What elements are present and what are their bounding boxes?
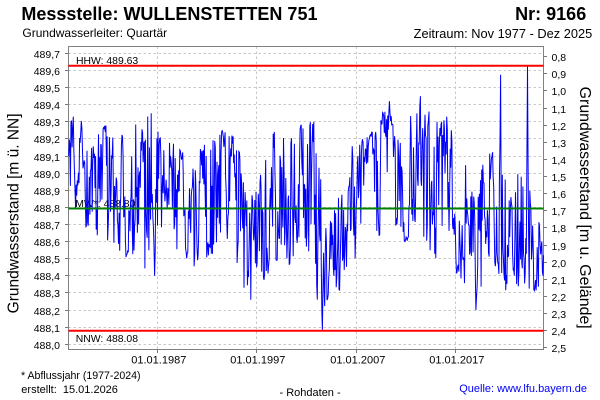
svg-text:2,0: 2,0 (552, 258, 567, 270)
svg-text:1,5: 1,5 (552, 172, 567, 184)
svg-text:488,9: 488,9 (34, 186, 60, 198)
svg-text:MW*: 488.80: MW*: 488.80 (75, 199, 135, 210)
svg-text:2,5: 2,5 (552, 343, 567, 355)
svg-text:1,7: 1,7 (552, 206, 567, 218)
svg-text:Grundwasserstand [m ü. NN]: Grundwasserstand [m ü. NN] (5, 113, 22, 313)
svg-text:488,1: 488,1 (34, 323, 60, 335)
svg-text:1,4: 1,4 (552, 155, 567, 167)
svg-text:489,3: 489,3 (34, 117, 60, 129)
svg-text:HHW: 489.63: HHW: 489.63 (76, 56, 138, 67)
svg-text:488,6: 488,6 (34, 237, 60, 249)
svg-text:1,1: 1,1 (552, 104, 567, 116)
svg-text:2,2: 2,2 (552, 292, 567, 304)
svg-text:NNW: 488.08: NNW: 488.08 (76, 334, 138, 345)
svg-text:488,3: 488,3 (34, 288, 60, 300)
svg-text:489,0: 489,0 (34, 169, 60, 181)
svg-text:489,2: 489,2 (34, 134, 60, 146)
svg-text:1,0: 1,0 (552, 86, 567, 98)
svg-text:489,4: 489,4 (34, 100, 60, 112)
svg-text:1,8: 1,8 (552, 223, 567, 235)
svg-text:1,3: 1,3 (552, 138, 567, 150)
svg-text:1,6: 1,6 (552, 189, 567, 201)
svg-text:488,4: 488,4 (34, 271, 60, 283)
svg-text:01.01.1997: 01.01.1997 (230, 354, 285, 366)
svg-text:488,5: 488,5 (34, 254, 60, 266)
svg-text:488,0: 488,0 (34, 340, 60, 352)
svg-text:1,2: 1,2 (552, 121, 567, 133)
svg-text:489,5: 489,5 (34, 83, 60, 95)
svg-text:489,7: 489,7 (34, 49, 60, 61)
svg-text:0,8: 0,8 (552, 52, 567, 64)
svg-text:01.01.2007: 01.01.2007 (330, 354, 385, 366)
svg-text:01.01.1987: 01.01.1987 (131, 354, 186, 366)
svg-text:01.01.2017: 01.01.2017 (429, 354, 484, 366)
svg-text:2,1: 2,1 (552, 275, 567, 287)
svg-text:1,9: 1,9 (552, 241, 567, 253)
svg-text:488,7: 488,7 (34, 220, 60, 232)
svg-text:488,2: 488,2 (34, 306, 60, 318)
svg-text:488,8: 488,8 (34, 203, 60, 215)
svg-text:489,1: 489,1 (34, 152, 60, 164)
svg-text:489,6: 489,6 (34, 66, 60, 78)
svg-text:2,3: 2,3 (552, 309, 567, 321)
svg-text:2,4: 2,4 (552, 326, 567, 338)
svg-text:Grundwasserstand [m u. Gelände: Grundwasserstand [m u. Gelände] (576, 87, 593, 329)
svg-text:0,9: 0,9 (552, 69, 567, 81)
